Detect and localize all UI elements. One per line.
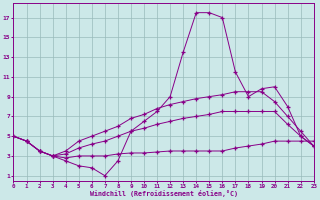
- X-axis label: Windchill (Refroidissement éolien,°C): Windchill (Refroidissement éolien,°C): [90, 190, 237, 197]
